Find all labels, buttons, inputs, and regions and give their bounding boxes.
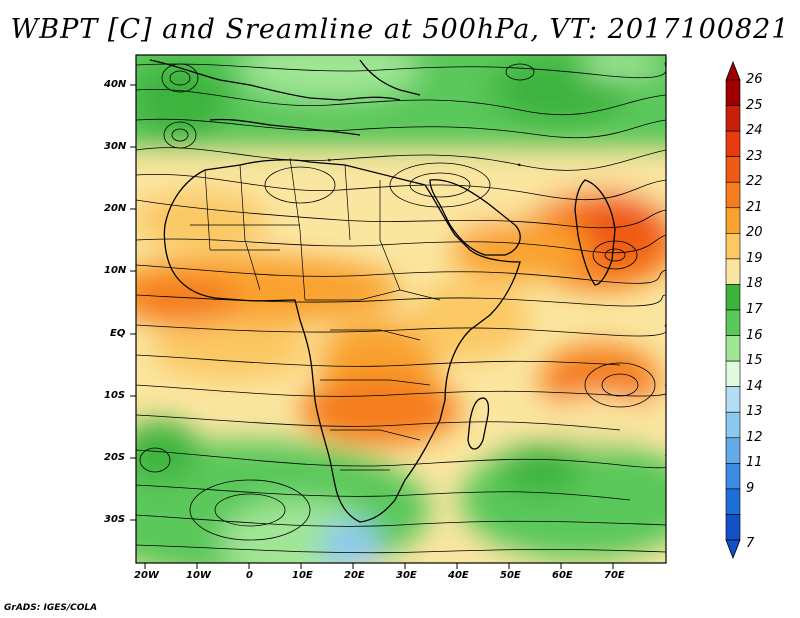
colorbar — [725, 60, 741, 560]
coastlines — [149, 59, 616, 523]
colorbar-label: 17 — [746, 302, 763, 317]
colorbar-swatch — [725, 360, 741, 387]
axis-ticks — [130, 84, 614, 569]
colorbar-arrow-top — [725, 60, 741, 81]
colorbar-label: 23 — [746, 148, 763, 164]
colorbar-label: 12 — [746, 429, 763, 445]
colorbar-swatch — [725, 488, 741, 515]
colorbar-label: 7 — [746, 536, 755, 551]
lat-label-40n: 40N — [104, 79, 127, 90]
colorbar-label: 13 — [746, 404, 763, 420]
colorbar-swatch — [725, 335, 741, 362]
colorbar-label: 16 — [746, 327, 763, 343]
wbpt-field — [136, 55, 666, 563]
lon-label-40e: 40E — [448, 570, 469, 581]
map-frame — [135, 54, 667, 564]
lon-label-0: 0 — [246, 570, 253, 581]
lat-label-10n: 10N — [104, 265, 127, 276]
lon-label-10w: 10W — [186, 570, 211, 581]
colorbar-swatch — [725, 181, 741, 209]
lat-label-10s: 10S — [104, 390, 126, 401]
streamlines — [136, 61, 666, 554]
lat-label-20s: 20S — [104, 452, 126, 463]
colorbar-swatch — [725, 386, 741, 413]
colorbar-swatch — [725, 130, 741, 157]
lon-label-30e: 30E — [396, 570, 417, 581]
lon-label-20e: 20E — [344, 570, 365, 581]
colorbar-label: 11 — [746, 455, 763, 471]
colorbar-swatch — [725, 207, 741, 234]
lat-label-eq: EQ — [110, 328, 126, 339]
colorbar-label: 22 — [746, 174, 763, 190]
colorbar-swatch — [725, 463, 741, 490]
lon-label-10e: 10E — [292, 570, 313, 581]
colorbar-swatch — [725, 514, 741, 541]
colorbar-arrow-bottom — [725, 539, 741, 560]
colorbar-label: 19 — [746, 250, 763, 266]
lat-label-20n: 20N — [104, 203, 127, 214]
colorbar-label: 9 — [746, 480, 755, 496]
colorbar-label: 25 — [746, 97, 763, 113]
colorbar-label: 14 — [746, 378, 763, 394]
colorbar-swatch — [725, 309, 741, 336]
colorbar-label: 26 — [746, 72, 763, 87]
colorbar-swatch — [725, 233, 741, 260]
colorbar-swatch — [725, 156, 741, 183]
lon-label-70e: 70E — [604, 570, 625, 581]
map-title: WBPT [C] and Sreamline at 500hPa, VT: 20… — [10, 14, 790, 45]
footer-credit: GrADS: IGES/COLA — [4, 603, 98, 613]
colorbar-swatch — [725, 105, 741, 132]
colorbar-label: 24 — [746, 123, 763, 139]
colorbar-label: 21 — [746, 199, 763, 215]
lat-label-30s: 30S — [104, 514, 126, 525]
colorbar-swatch — [725, 437, 741, 464]
colorbar-swatch — [725, 284, 741, 311]
colorbar-label: 18 — [746, 276, 763, 292]
colorbar-swatch — [725, 258, 741, 285]
colorbar-label: 20 — [746, 225, 763, 241]
lat-label-30n: 30N — [104, 141, 127, 152]
lon-label-60e: 60E — [552, 570, 573, 581]
colorbar-swatch — [725, 411, 741, 439]
country-borders — [190, 157, 441, 471]
colorbar-label: 15 — [746, 353, 763, 369]
lon-label-20w: 20W — [134, 570, 159, 581]
lon-label-50e: 50E — [500, 570, 521, 581]
colorbar-swatch — [725, 79, 741, 106]
